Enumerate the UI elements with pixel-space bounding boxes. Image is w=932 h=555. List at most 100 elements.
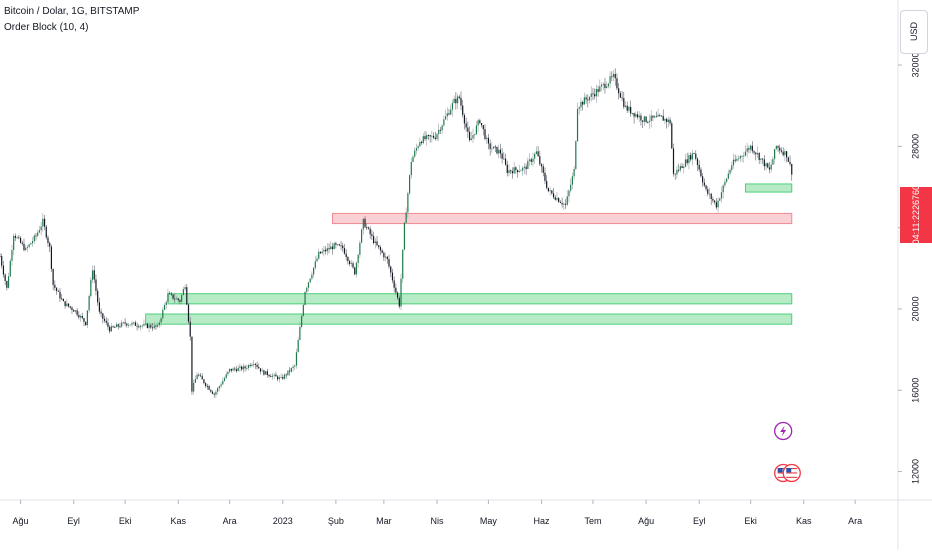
flag-stripe bbox=[777, 476, 789, 478]
candle-body bbox=[211, 391, 214, 394]
candle-body bbox=[294, 365, 296, 367]
candle-body bbox=[338, 244, 340, 246]
candle-body bbox=[566, 196, 568, 205]
indicator-title[interactable]: Order Block (10, 4) bbox=[4, 22, 89, 33]
candle-body bbox=[546, 180, 548, 188]
candle-body bbox=[717, 200, 719, 208]
candle-body bbox=[684, 159, 687, 167]
candle-body bbox=[145, 323, 147, 325]
candle-body bbox=[439, 129, 442, 131]
bar-countdown: 04:11:22 bbox=[910, 210, 921, 245]
candle-body bbox=[789, 161, 791, 165]
candle-body bbox=[335, 243, 337, 245]
candle-body bbox=[155, 325, 157, 327]
candle-body bbox=[693, 153, 695, 155]
candle-body bbox=[61, 298, 63, 300]
candle-body bbox=[69, 306, 71, 308]
candle-body bbox=[283, 374, 286, 379]
candle-body bbox=[732, 159, 735, 166]
candle-body bbox=[52, 268, 54, 285]
candle-body bbox=[472, 135, 474, 139]
candle-body bbox=[196, 374, 198, 380]
candle-body bbox=[172, 294, 174, 299]
candle-body bbox=[50, 246, 53, 269]
candle-body bbox=[585, 97, 587, 100]
x-tick-label: Tem bbox=[584, 516, 601, 526]
candle-body bbox=[669, 119, 671, 124]
candle-body bbox=[16, 237, 18, 239]
candle-body bbox=[568, 190, 570, 197]
candle-body bbox=[150, 325, 152, 328]
candle-body bbox=[290, 368, 292, 372]
candle-body bbox=[54, 284, 56, 288]
flag-stripe bbox=[786, 470, 798, 472]
candle-body bbox=[117, 324, 119, 327]
candle-body bbox=[563, 203, 565, 205]
lightning-icon[interactable] bbox=[774, 421, 793, 441]
candle-body bbox=[330, 246, 332, 250]
candle-body bbox=[736, 158, 738, 161]
candle-body bbox=[710, 193, 712, 200]
bullish-order-block bbox=[167, 293, 793, 305]
candle-body bbox=[384, 256, 387, 258]
candle-body bbox=[674, 173, 676, 175]
candle-body bbox=[206, 385, 208, 387]
candle-body bbox=[259, 368, 262, 372]
candle-body bbox=[647, 121, 649, 123]
candle-body bbox=[289, 370, 291, 372]
candle-body bbox=[784, 151, 786, 156]
candle-body bbox=[217, 388, 219, 392]
candle-body bbox=[782, 151, 784, 156]
candle-body bbox=[193, 382, 195, 392]
candle-body bbox=[114, 327, 116, 328]
candle-body bbox=[576, 108, 579, 142]
candle-body bbox=[652, 115, 654, 118]
candle-body bbox=[19, 237, 22, 243]
order-block-zones bbox=[145, 183, 793, 325]
candle-body bbox=[223, 378, 226, 381]
candle-body bbox=[487, 137, 490, 144]
candle-body bbox=[527, 160, 529, 169]
candle-body bbox=[319, 251, 322, 254]
candle-body bbox=[681, 166, 683, 169]
candle-body bbox=[402, 249, 404, 279]
candle-body bbox=[203, 379, 205, 384]
candle-body bbox=[715, 202, 717, 208]
candle-body bbox=[148, 325, 150, 328]
candle-body bbox=[484, 129, 486, 139]
price-axis[interactable]: 120001600020000240002800032000 bbox=[898, 53, 920, 485]
candle-body bbox=[398, 297, 400, 307]
candle-body bbox=[427, 135, 430, 136]
us-flag-icon[interactable] bbox=[782, 463, 801, 483]
candle-body bbox=[177, 298, 179, 301]
candle-body bbox=[727, 173, 729, 179]
x-tick-label: Eki bbox=[744, 516, 757, 526]
candle-body bbox=[750, 145, 752, 150]
symbol-title[interactable]: Bitcoin / Dolar, 1G, BITSTAMP bbox=[4, 6, 140, 17]
candle-body bbox=[395, 287, 397, 293]
candle-body bbox=[599, 86, 601, 92]
time-axis[interactable]: Ağu Eyl Eki Kas Ara 2023 Şub Mar Nis May Haz Tem Ağu… bbox=[13, 500, 863, 526]
candle-body bbox=[405, 212, 407, 223]
candle-body bbox=[181, 295, 183, 302]
candle-body bbox=[215, 391, 217, 395]
candle-body bbox=[443, 119, 445, 126]
currency-button[interactable]: USD bbox=[900, 10, 928, 54]
candle-body bbox=[301, 315, 303, 327]
candle-body bbox=[578, 107, 580, 109]
candle-body bbox=[513, 167, 515, 174]
candle-body bbox=[367, 227, 370, 229]
candle-body bbox=[167, 293, 169, 302]
candle-body bbox=[450, 109, 452, 115]
candle-body bbox=[532, 158, 534, 162]
candle-body bbox=[102, 313, 104, 319]
candle-body bbox=[623, 98, 625, 107]
candle-body bbox=[234, 368, 236, 370]
candle-body bbox=[698, 164, 700, 170]
candle-body bbox=[241, 366, 243, 370]
candle-body bbox=[770, 164, 772, 170]
event-markers[interactable] bbox=[774, 421, 801, 483]
candle-body bbox=[18, 237, 20, 239]
